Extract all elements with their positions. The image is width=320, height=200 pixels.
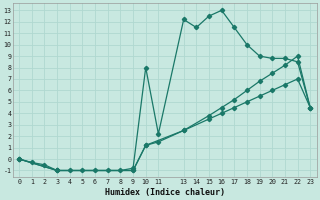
X-axis label: Humidex (Indice chaleur): Humidex (Indice chaleur) <box>105 188 225 197</box>
